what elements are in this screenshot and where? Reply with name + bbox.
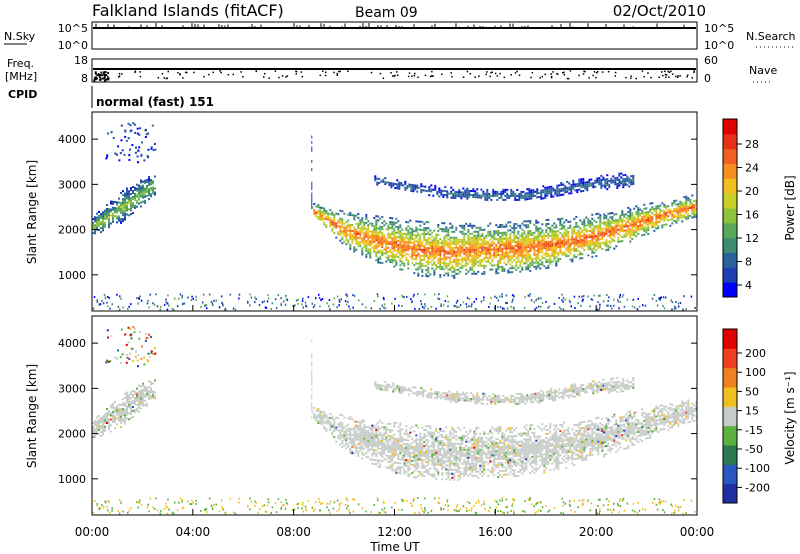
date-label: 02/Oct/2010 [613,2,706,20]
nsky-trace [95,23,685,28]
colorbar-tick: 16 [745,209,759,222]
nave-trace [93,70,695,82]
power-y-axis: 1000 2000 3000 4000 [58,133,697,282]
x-tick-label: 00:00 [75,525,110,539]
cpid-label: CPID [8,88,37,101]
colorbar-tick: 4 [745,279,752,292]
time-axis: 00:00 04:00 08:00 12:00 16:00 20:00 00:00 [75,305,715,539]
nsky-tick-top: 10^5 [58,22,88,35]
nave-tick-top: 60 [704,54,718,67]
plot-title: Falkland Islands (fitACF) [92,1,284,20]
x-tick-label: 00:00 [680,525,715,539]
velocity-ylabel: Slant Range [km] [25,364,39,468]
freq-label: Freq. [7,57,34,70]
colorbar-tick: 20 [745,185,759,198]
velocity-colorbar-label: Velocity [m s⁻¹] [783,371,797,464]
y-tick-label-4000: 4000 [58,133,86,146]
nave-label: Nave [749,64,777,77]
nsky-panel: N.Sky 10^5 10^0 N.Search 10^5 10^0 [4,21,796,52]
power-colorbar-label: Power [dB] [783,175,797,240]
x-tick-label: 04:00 [176,525,211,539]
nave-tick-bottom: 0 [704,72,711,85]
nsky-tick-bottom: 10^0 [58,39,88,52]
colorbar-tick: 50 [745,385,759,398]
colorbar-tick: 24 [745,162,759,175]
freq-panel: Freq. [MHz] 18 8 Nave 60 0 [5,54,777,85]
y-tick-label-1000: 1000 [58,473,86,486]
x-tick-label: 08:00 [276,525,311,539]
x-axis-label: Time UT [369,540,420,554]
y-tick-label-4000: 4000 [58,337,86,350]
y-tick-label-3000: 3000 [58,382,86,395]
beam-label: Beam 09 [355,5,418,21]
x-tick-label: 20:00 [579,525,614,539]
y-tick-label-1000: 1000 [58,269,86,282]
power-ylabel: Slant Range [km] [25,160,39,264]
colorbar-tick: -15 [745,424,763,437]
velocity-colorbar: 200 100 50 15 -15 -50 -100 -200 Velocity [m s⁻¹… [722,328,797,504]
colorbar-tick: 8 [745,256,752,269]
colorbar-tick: 28 [745,138,759,151]
colorbar-tick: -200 [745,481,770,494]
freq-tick-bottom: 8 [81,72,88,85]
colorbar-tick: -100 [745,462,770,475]
nsearch-label: N.Search [746,30,796,43]
velocity-echo-layer [92,326,697,515]
velocity-y-axis: 1000 2000 3000 4000 [58,337,697,486]
y-tick-label-2000: 2000 [58,428,86,441]
x-tick-label: 12:00 [377,525,412,539]
x-tick-label: 16:00 [478,525,513,539]
cpid-text: normal (fast) 151 [96,95,214,109]
colorbar-tick: 12 [745,232,759,245]
power-panel: Slant Range [km] 1000 2000 3000 4000 [25,111,698,312]
colorbar-tick: 15 [745,405,759,418]
nsearch-tick-bottom: 10^0 [704,39,734,52]
y-tick-label-2000: 2000 [58,224,86,237]
power-colorbar: 28 24 20 16 12 8 4 Power [dB] [722,118,797,298]
y-tick-label-3000: 3000 [58,178,86,191]
freq-tick-top: 18 [74,54,88,67]
velocity-panel: Slant Range [km] 1000 2000 3000 4000 [25,315,698,516]
power-echo-layer [92,122,697,311]
colorbar-tick: -50 [745,443,763,456]
nsky-label: N.Sky [4,30,36,43]
nsearch-tick-top: 10^5 [704,22,734,35]
freq-unit-label: [MHz] [5,70,37,83]
colorbar-tick: 200 [745,347,766,360]
colorbar-tick: 100 [745,366,766,379]
